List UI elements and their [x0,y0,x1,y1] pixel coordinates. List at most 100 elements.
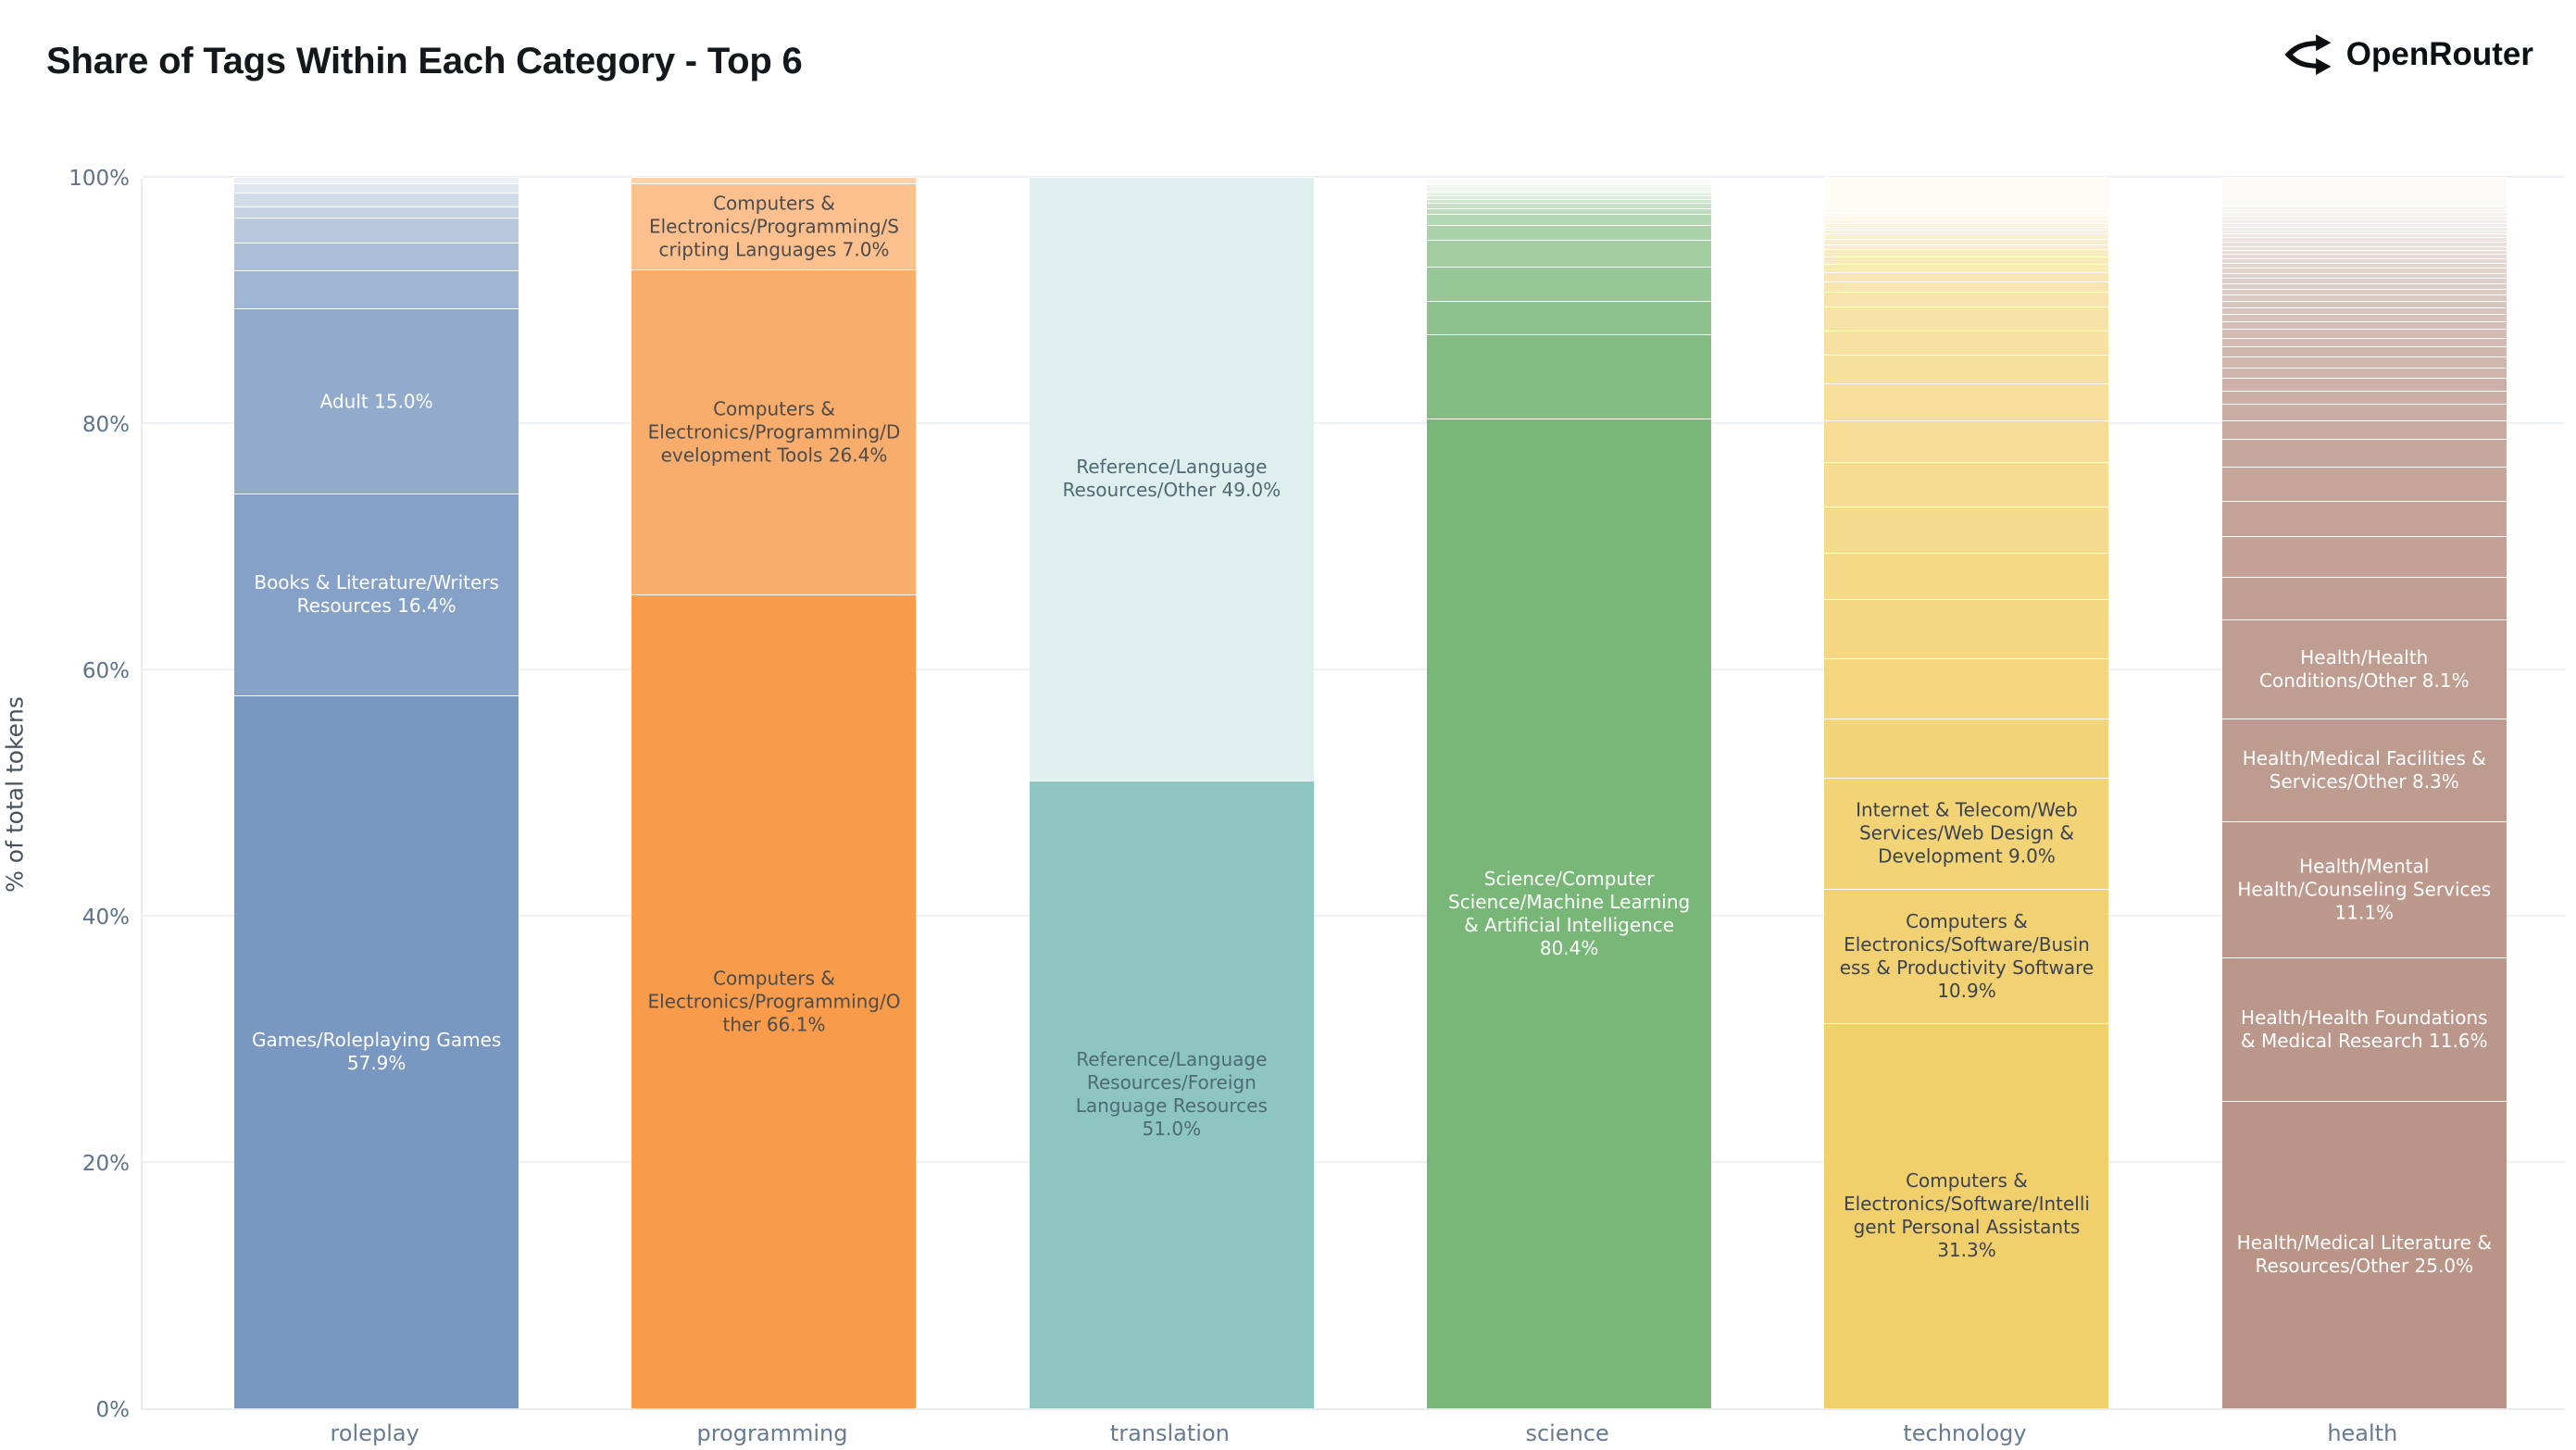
brand-logo[interactable]: OpenRouter [2282,33,2533,76]
bar-segment[interactable] [2221,329,2507,338]
bar-segment[interactable]: Computers & Electronics/Programming/Othe… [631,594,917,1408]
bar-segment[interactable] [2221,216,2507,219]
bar-segment[interactable] [2221,278,2507,284]
bar-segment[interactable] [1824,306,2109,331]
bar-segment[interactable] [1824,271,2109,281]
bar-segment[interactable] [1824,229,2109,234]
bar-segment[interactable]: Books & Literature/Writers Resources 16.… [234,493,519,695]
bar-segment[interactable] [1824,382,2109,420]
bar-segment[interactable] [1824,552,2109,600]
bar-segment[interactable] [1824,330,2109,356]
bar-segment[interactable] [1427,177,1712,184]
bar-segment[interactable] [2221,337,2507,347]
bar-segment[interactable] [2221,177,2507,206]
bar-segment[interactable]: Computers & Electronics/Programming/Deve… [631,269,917,594]
bar-segment[interactable] [2221,208,2507,213]
bar-segment[interactable]: Reference/Language Resources/Other 49.0% [1029,177,1314,781]
bar-segment[interactable] [234,217,519,243]
bar-segment[interactable] [2221,245,2507,250]
bar-segment[interactable] [2221,420,2507,440]
bar-segment[interactable] [234,177,519,183]
bar-segment[interactable]: Reference/Language Resources/Foreign Lan… [1029,780,1314,1408]
bar-segment[interactable] [2221,262,2507,268]
bar-segment[interactable] [1824,256,2109,264]
bar-segment[interactable] [1824,599,2109,659]
bar-segment[interactable] [1427,266,1712,301]
bar-segment[interactable] [2221,219,2507,223]
bar-segment[interactable] [1824,233,2109,239]
bar-segment[interactable] [1824,292,2109,307]
bar-segment[interactable] [1824,506,2109,553]
bar-segment[interactable] [1427,183,1712,192]
bar-segment[interactable] [2221,283,2507,290]
bar-segment[interactable] [2221,205,2507,209]
bar-segment[interactable] [1824,461,2109,506]
bar-segment[interactable] [2221,536,2507,578]
bar-segment[interactable] [1427,213,1712,226]
bar-segment[interactable] [2221,466,2507,501]
bar-segment[interactable] [2221,249,2507,255]
bar-segment[interactable] [2221,356,2507,368]
bar-segment[interactable]: Games/Roleplaying Games 57.9% [234,694,519,1408]
bar-segment[interactable] [1427,202,1712,208]
bar-segment[interactable] [2221,289,2507,295]
bar-segment[interactable] [2221,500,2507,537]
bar-segment[interactable] [1427,191,1712,195]
bar-segment[interactable] [2221,390,2507,405]
bar-segment[interactable] [1824,177,2109,212]
bar-segment[interactable] [2221,577,2507,619]
bar-segment[interactable] [1824,281,2109,293]
bar-segment[interactable] [2221,222,2507,227]
bar-segment[interactable] [2221,226,2507,231]
bar-segment[interactable] [2221,300,2507,308]
bar-segment[interactable]: Science/Computer Science/Machine Learnin… [1427,418,1712,1408]
bar-segment[interactable] [1427,207,1712,214]
bar-segment[interactable] [1824,263,2109,272]
bar-segment[interactable] [2221,314,2507,322]
bar-segment[interactable] [2221,294,2507,301]
bar-segment[interactable] [1427,198,1712,203]
bar-segment[interactable] [1824,658,2109,719]
bar-segment[interactable] [1824,213,2109,217]
bar-segment[interactable] [1824,219,2109,223]
bar-segment[interactable] [1427,239,1712,267]
bar-segment[interactable] [1824,249,2109,256]
bar-segment[interactable]: Health/Health Foundations & Medical Rese… [2221,957,2507,1101]
bar-segment[interactable] [2221,242,2507,246]
bar-segment[interactable]: Computers & Electronics/Programming/Scri… [631,182,917,269]
bar-segment[interactable] [1824,719,2109,779]
bar-segment[interactable] [2221,346,2507,357]
bar-segment[interactable]: Health/Medical Facilities & Services/Oth… [2221,719,2507,821]
bar-segment[interactable] [1824,244,2109,250]
bar-segment[interactable] [2221,272,2507,279]
bar-segment[interactable] [2221,233,2507,238]
bar-segment[interactable] [234,206,519,218]
bar-segment[interactable] [2221,377,2507,391]
bar-segment[interactable] [2221,258,2507,263]
bar-segment[interactable] [2221,212,2507,217]
bar-segment[interactable] [2221,321,2507,330]
bar-segment[interactable] [1427,194,1712,199]
bar-segment[interactable]: Computers & Electronics/Software/Busines… [1824,888,2109,1023]
bar-segment[interactable] [1824,216,2109,219]
bar-segment[interactable] [1824,222,2109,227]
bar-segment[interactable] [1824,355,2109,383]
bar-segment[interactable]: Internet & Telecom/Web Services/Web Desi… [1824,778,2109,889]
bar-segment[interactable] [1824,226,2109,230]
bar-segment[interactable]: Health/Medical Literature & Resources/Ot… [2221,1100,2507,1408]
bar-segment[interactable] [2221,267,2507,273]
bar-segment[interactable] [1824,238,2109,244]
bar-segment[interactable] [1427,334,1712,419]
bar-segment[interactable] [1824,211,2109,214]
bar-segment[interactable]: Adult 15.0% [234,308,519,494]
bar-segment[interactable] [2221,439,2507,467]
bar-segment[interactable] [2221,367,2507,378]
bar-segment[interactable]: Computers & Electronics/Software/Intelli… [1824,1022,2109,1408]
bar-segment[interactable] [2221,230,2507,234]
bar-segment[interactable] [234,270,519,309]
bar-segment[interactable] [1427,225,1712,240]
bar-segment[interactable] [631,177,917,183]
bar-segment[interactable]: Health/Health Conditions/Other 8.1% [2221,619,2507,719]
bar-segment[interactable] [1824,419,2109,462]
bar-segment[interactable] [1427,300,1712,335]
